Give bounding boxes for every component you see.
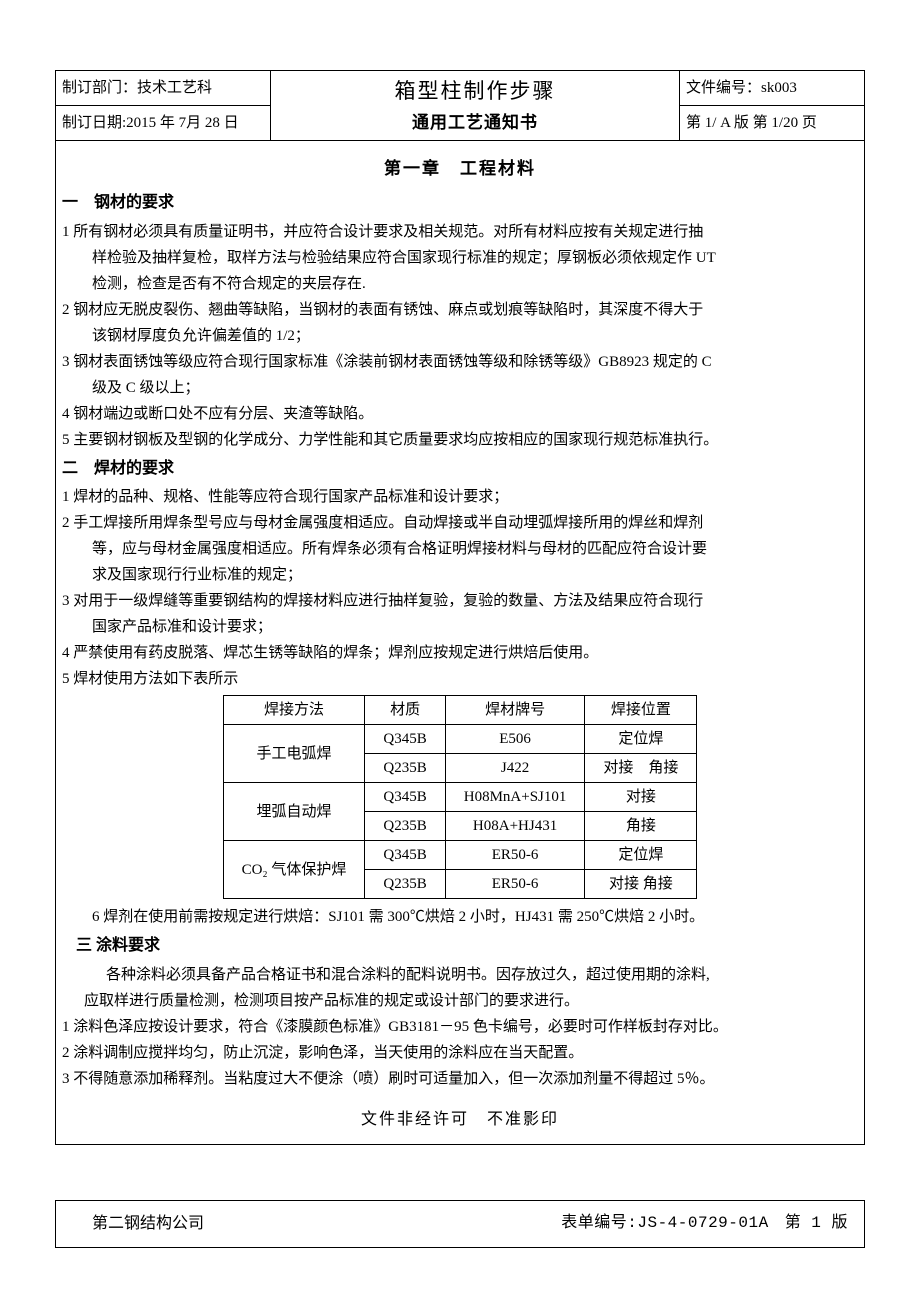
s2-l4: 4 严禁使用有药皮脱落、焊芯生锈等缺陷的焊条；焊剂应按规定进行烘焙后使用。 [62,641,858,665]
s1-l1c: 检测，检查是否有不符合规定的夹层存在. [62,272,858,296]
td-method: 手工电弧焊 [223,725,365,783]
s3-l2: 2 涂料调制应搅拌均匀，防止沉淀，影响色泽，当天使用的涂料应在当天配置。 [62,1041,858,1065]
dept-value: 技术工艺科 [137,80,212,96]
company-name: 第二钢结构公司 [72,1211,204,1237]
td-material: Q235B [365,870,445,899]
page-info: 第 1/ A 版 第 1/20 页 [686,115,817,131]
date-value: 2015 年 7月 28 日 [126,115,239,131]
section1-heading: 一 钢材的要求 [62,190,858,216]
s2-l6: 6 焊剂在使用前需按规定进行烘焙：SJ101 需 300℃烘焙 2 小时，HJ4… [62,905,858,929]
s2-l2b: 等，应与母材金属强度相适应。所有焊条必须有合格证明焊接材料与母材的匹配应符合设计… [62,537,858,561]
title-cell: 箱型柱制作步骤 通用工艺通知书 [271,71,680,141]
th-grade: 焊材牌号 [445,696,585,725]
td-position: 定位焊 [585,841,697,870]
page-cell: 第 1/ A 版 第 1/20 页 [680,105,865,140]
chapter-title: 第一章 工程材料 [62,155,858,182]
s3-p1a: 各种涂料必须具备产品合格证书和混合涂料的配料说明书。因存放过久，超过使用期的涂料… [62,963,858,987]
td-method: 埋弧自动焊 [223,783,365,841]
section2-heading: 二 焊材的要求 [62,456,858,482]
th-method: 焊接方法 [223,696,365,725]
dept-cell: 制订部门：技术工艺科 [56,71,271,106]
section3-heading: 三 涂料要求 [62,933,858,959]
form-version: 第 1 版 [785,1214,848,1232]
td-material: Q345B [365,841,445,870]
s1-l2b: 该钢材厚度负允许偏差值的 1/2； [62,324,858,348]
s2-l2c: 求及国家现行行业标准的规定； [62,563,858,587]
td-grade: ER50-6 [445,870,585,899]
table-row: 手工电弧焊 Q345B E506 定位焊 [223,725,697,754]
td-position: 定位焊 [585,725,697,754]
td-grade: E506 [445,725,585,754]
s3-p1b: 应取样进行质量检测，检测项目按产品标准的规定或设计部门的要求进行。 [62,989,858,1013]
td-material: Q345B [365,783,445,812]
td-position: 对接 角接 [585,870,697,899]
dept-label: 制订部门： [62,80,137,96]
s1-l3b: 级及 C 级以上； [62,376,858,400]
form-info: 表单编号:JS-4-0729-01A 第 1 版 [561,1211,848,1237]
docno-label: 文件编号： [686,80,761,96]
s1-l4: 4 钢材端边或断口处不应有分层、夹渣等缺陷。 [62,402,858,426]
s1-l5: 5 主要钢材钢板及型钢的化学成分、力学性能和其它质量要求均应按相应的国家现行规范… [62,428,858,452]
s3-l1: 1 涂料色泽应按设计要求，符合《漆膜颜色标准》GB3181－95 色卡编号，必要… [62,1015,858,1039]
table-row: 埋弧自动焊 Q345B H08MnA+SJ101 对接 [223,783,697,812]
s1-l1a: 1 所有钢材必须具有质量证明书，并应符合设计要求及相关规范。对所有材料应按有关规… [62,220,858,244]
td-material: Q345B [365,725,445,754]
td-grade: H08MnA+SJ101 [445,783,585,812]
form-label: 表单编号: [561,1214,637,1232]
td-position: 对接 [585,783,697,812]
td-grade: H08A+HJ431 [445,812,585,841]
date-cell: 制订日期:2015 年 7月 28 日 [56,105,271,140]
td-material: Q235B [365,754,445,783]
s2-l5: 5 焊材使用方法如下表所示 [62,667,858,691]
doc-title-main: 箱型柱制作步骤 [277,75,673,109]
s2-l2a: 2 手工焊接所用焊条型号应与母材金属强度相适应。自动焊接或半自动埋弧焊接所用的焊… [62,511,858,535]
docno-value: sk003 [761,80,797,96]
date-label: 制订日期: [62,115,126,131]
td-grade: J422 [445,754,585,783]
td-method: CO₂ 气体保护焊 [223,841,365,899]
welding-table: 焊接方法 材质 焊材牌号 焊接位置 手工电弧焊 Q345B E506 定位焊 Q… [223,695,698,899]
doc-title-sub: 通用工艺通知书 [277,109,673,136]
document-body: 第一章 工程材料 一 钢材的要求 1 所有钢材必须具有质量证明书，并应符合设计要… [55,141,865,1146]
bottom-bar: 第二钢结构公司 表单编号:JS-4-0729-01A 第 1 版 [55,1200,865,1248]
s1-l1b: 样检验及抽样复检，取样方法与检验结果应符合国家现行标准的规定；厚钢板必须依规定作… [62,246,858,270]
s1-l3a: 3 钢材表面锈蚀等级应符合现行国家标准《涂装前钢材表面锈蚀等级和除锈等级》GB8… [62,350,858,374]
th-material: 材质 [365,696,445,725]
s2-l1: 1 焊材的品种、规格、性能等应符合现行国家产品标准和设计要求； [62,485,858,509]
docno-cell: 文件编号：sk003 [680,71,865,106]
s1-l2a: 2 钢材应无脱皮裂伤、翘曲等缺陷，当钢材的表面有锈蚀、麻点或划痕等缺陷时，其深度… [62,298,858,322]
form-no: JS-4-0729-01A [637,1214,768,1232]
td-grade: ER50-6 [445,841,585,870]
footer-note: 文件非经许可 不准影印 [62,1107,858,1133]
document-header: 制订部门：技术工艺科 箱型柱制作步骤 通用工艺通知书 文件编号：sk003 制订… [55,70,865,141]
s3-l3: 3 不得随意添加稀释剂。当粘度过大不便涂（喷）刷时可适量加入，但一次添加剂量不得… [62,1067,858,1091]
s2-l3b: 国家产品标准和设计要求； [62,615,858,639]
table-row: CO₂ 气体保护焊 Q345B ER50-6 定位焊 [223,841,697,870]
th-position: 焊接位置 [585,696,697,725]
td-position: 角接 [585,812,697,841]
td-material: Q235B [365,812,445,841]
s2-l3a: 3 对用于一级焊缝等重要钢结构的焊接材料应进行抽样复验，复验的数量、方法及结果应… [62,589,858,613]
td-position: 对接 角接 [585,754,697,783]
table-header-row: 焊接方法 材质 焊材牌号 焊接位置 [223,696,697,725]
